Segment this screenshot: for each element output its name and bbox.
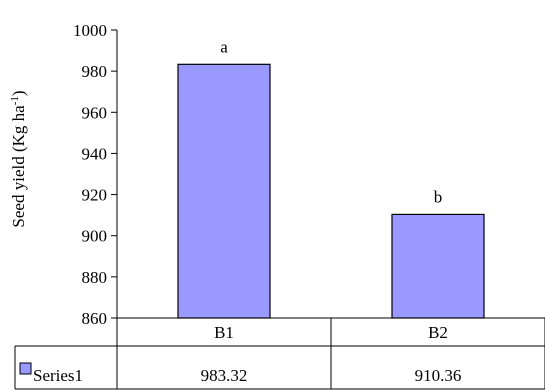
- y-tick-label: 920: [82, 186, 108, 205]
- y-tick-label: 960: [82, 103, 108, 122]
- y-tick-label: 860: [82, 309, 108, 328]
- y-axis-label-main: Seed yield (Kg ha: [9, 105, 28, 228]
- data-table: B1 983.32 B2 910.36 Series1: [14, 317, 545, 390]
- table-value: 983.32: [201, 366, 248, 385]
- table-value: 910.36: [415, 366, 462, 385]
- table-category-label: B1: [214, 323, 234, 342]
- y-tick-label: 980: [82, 62, 108, 81]
- legend-key: [19, 362, 32, 375]
- y-tick-label: 900: [82, 227, 108, 246]
- y-axis-label-superscript: -1: [9, 96, 21, 105]
- y-tick-label: 940: [82, 144, 108, 163]
- bar-b2: [391, 213, 485, 319]
- y-tick-label: 880: [82, 268, 108, 287]
- bar-b1: [177, 63, 271, 319]
- significance-letters: ab: [220, 37, 442, 206]
- legend-series-name: Series1: [33, 366, 83, 385]
- y-tick-label: 1000: [73, 21, 107, 40]
- table-category-label: B2: [428, 323, 448, 342]
- significance-letter: b: [434, 187, 443, 206]
- significance-letter: a: [220, 37, 228, 56]
- bars: [177, 63, 485, 319]
- y-axis-ticks: 860 880 900 920 940 960 980 1000: [73, 21, 118, 328]
- y-axis-label: Seed yield (Kg ha-1): [9, 90, 28, 227]
- y-axis-label-close: ): [9, 90, 28, 96]
